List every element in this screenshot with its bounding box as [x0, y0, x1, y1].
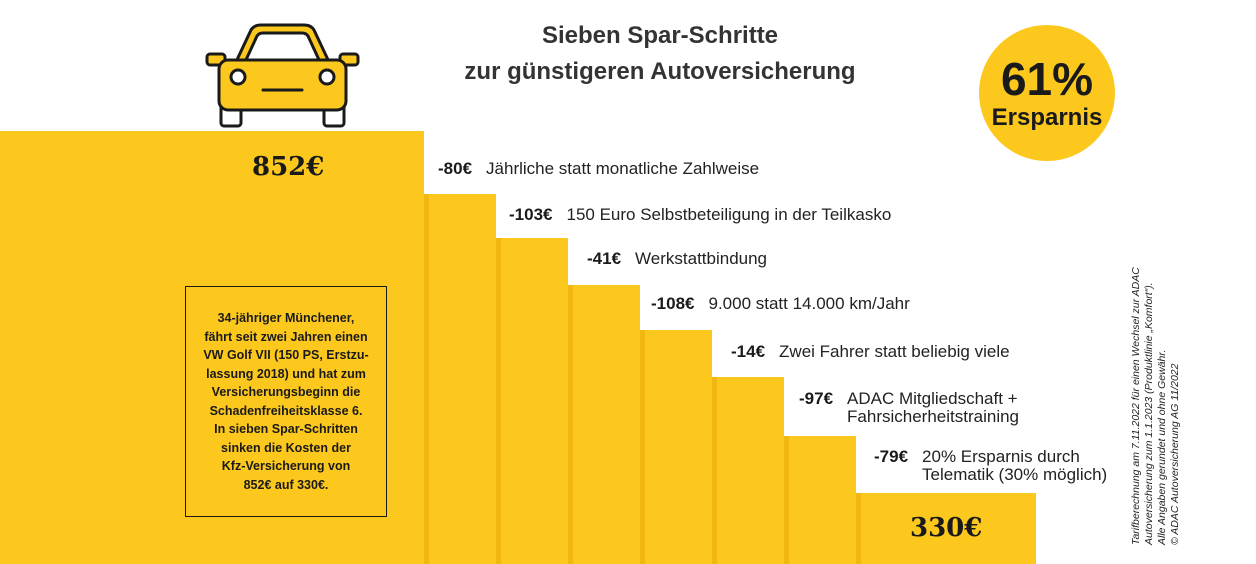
start-value-label: 852€ [252, 152, 325, 182]
info-text: 34-jähriger Münchener, fährt seit zwei Ja… [203, 309, 368, 494]
step-row-3: -41€ Werkstattbindung [587, 250, 767, 268]
step-saving-label: -97€ [799, 389, 834, 408]
step-bar-1 [424, 194, 496, 564]
info-line: In sieben Spar-Schritten [214, 422, 358, 436]
info-line: 852€ auf 330€. [243, 477, 329, 492]
step-bar-2 [496, 238, 568, 564]
step-description-line: 150 Euro Selbstbeteiligung in der Teilka… [566, 205, 892, 224]
step-row-2: -103€ 150 Euro Selbstbeteiligung in der T… [509, 206, 891, 224]
step-row-1: -80€ Jährliche statt monatliche Zahlweise [438, 160, 759, 178]
step-bar-3 [568, 285, 640, 564]
step-description-line: Jährliche statt monatliche Zahlweise [486, 159, 760, 178]
step-description-line: Fahrsicherheitstraining [847, 407, 1019, 426]
side-note-line: © ADAC Autoversicherung AG 11/2022 [1169, 363, 1181, 545]
info-line: Versicherungsbeginn die [211, 385, 361, 399]
step-saving-label: -108€ [651, 294, 695, 313]
end-value-label: 330€ [910, 513, 983, 543]
step-shadow-1 [424, 194, 429, 564]
side-note-line: Alle Angaben gerundet und ohne Gewähr. [1156, 349, 1168, 545]
step-shadow-2 [496, 238, 501, 564]
info-box: 34-jähriger Münchener, fährt seit zwei Ja… [185, 286, 387, 517]
step-shadow-7 [856, 493, 861, 564]
step-bar-6 [784, 436, 856, 564]
info-line: VW Golf VII (150 PS, Erstzu- [203, 348, 369, 362]
step-description: 9.000 statt 14.000 km/Jahr [708, 295, 909, 313]
step-row-6: -97€ ADAC Mitgliedschaft + Fahrsicherheits… [799, 390, 1019, 426]
savings-badge: 61% Ersparnis [979, 25, 1115, 161]
info-line: Schadenfreiheitsklasse 6. [209, 403, 363, 418]
chart-title: Sieben Spar-Schritte zur günstigeren Aut… [360, 18, 960, 90]
step-description-line: 9.000 statt 14.000 km/Jahr [708, 294, 910, 313]
step-shadow-4 [640, 330, 645, 564]
info-line: sinken die Kosten der [221, 440, 351, 455]
step-description-line: Zwei Fahrer statt beliebig viele [779, 342, 1010, 361]
step-description-line: ADAC Mitgliedschaft + [847, 389, 1018, 408]
title-line-1: Sieben Spar-Schritte [541, 22, 779, 49]
step-shadow-3 [568, 285, 573, 564]
step-description: ADAC Mitgliedschaft + Fahrsicherheitstrai… [847, 390, 1019, 426]
step-shadow-5 [712, 377, 717, 564]
step-shadow-6 [784, 436, 789, 564]
start-bar [0, 131, 424, 564]
step-saving-label: -14€ [731, 342, 766, 361]
side-note: Tarifberechnung am 7.11.2022 für einen W… [1130, 265, 1182, 545]
step-saving-label: -80€ [438, 159, 473, 178]
side-note-line: Autoversicherung zum 1.1.2023 (Produktli… [1143, 282, 1155, 545]
car-icon [205, 23, 360, 128]
step-description-line: 20% Ersparnis durch [922, 447, 1080, 466]
step-description: 20% Ersparnis durch Telematik (30% möglic… [922, 448, 1107, 484]
step-description-line: Werkstattbindung [635, 249, 768, 268]
savings-percent: 61% [1000, 53, 1094, 105]
savings-label: Ersparnis [991, 104, 1103, 131]
step-saving-label: -41€ [587, 249, 622, 268]
step-bar-5 [712, 377, 784, 564]
step-description: Jährliche statt monatliche Zahlweise [486, 160, 759, 178]
step-description-line: Telematik (30% möglich) [922, 465, 1108, 484]
step-row-4: -108€ 9.000 statt 14.000 km/Jahr [651, 295, 910, 313]
info-line: fährt seit zwei Jahren einen [204, 329, 368, 344]
step-row-7: -79€ 20% Ersparnis durch Telematik (30% mö… [874, 448, 1107, 484]
info-line: lassung 2018) und hat zum [206, 366, 366, 381]
step-row-5: -14€ Zwei Fahrer statt beliebig viele [731, 343, 1010, 361]
step-description: 150 Euro Selbstbeteiligung in der Teilka… [566, 206, 891, 224]
end-bar [856, 493, 1036, 564]
info-line: Kfz-Versicherung von [221, 459, 351, 473]
step-description: Zwei Fahrer statt beliebig viele [779, 343, 1010, 361]
title-line-2: zur günstigeren Autoversicherung [464, 58, 856, 85]
step-saving-label: -103€ [509, 205, 553, 224]
step-saving-label: -79€ [874, 447, 909, 466]
step-bar-4 [640, 330, 712, 564]
info-line: 34-jähriger Münchener, [217, 311, 355, 325]
side-note-line: Tarifberechnung am 7.11.2022 für einen W… [1130, 267, 1142, 545]
step-description: Werkstattbindung [635, 250, 767, 268]
